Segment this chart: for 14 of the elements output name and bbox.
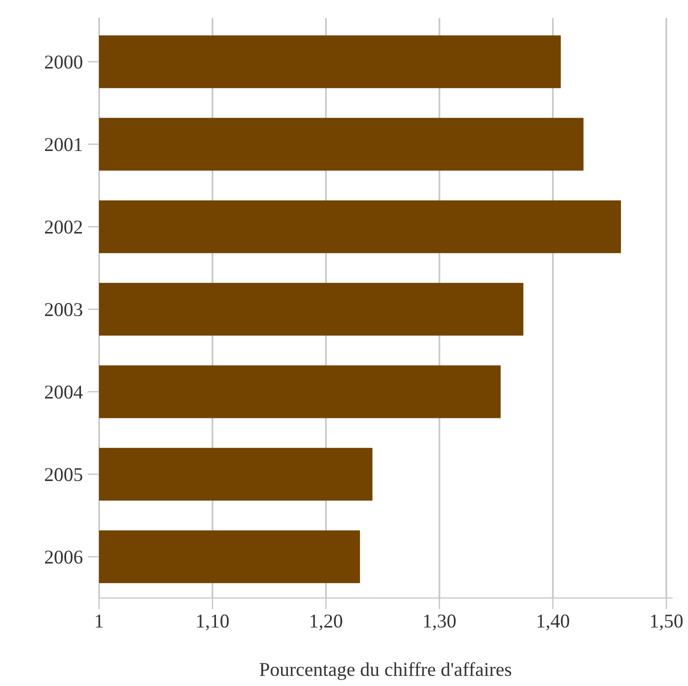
x-tick-label: 1,20 <box>310 614 342 630</box>
x-axis-title: Pourcentage du chiffre d'affaires <box>260 662 512 680</box>
y-tick-label: 2003 <box>44 303 82 316</box>
y-tick-label: 2004 <box>44 386 83 399</box>
y-tick-label: 2006 <box>44 550 82 564</box>
x-tick-label: 1,30 <box>424 614 456 630</box>
x-tick-label: 1,50 <box>651 614 683 630</box>
x-tick-label: 1,10 <box>197 614 229 630</box>
y-tick-label: 2005 <box>44 468 82 482</box>
y-tick-label: 2002 <box>44 220 82 234</box>
x-tick-label: 1,40 <box>538 614 570 630</box>
y-tick-label: 2000 <box>44 56 82 69</box>
x-tick-label: 1 <box>96 614 103 628</box>
y-tick-label: 2001 <box>44 138 82 152</box>
